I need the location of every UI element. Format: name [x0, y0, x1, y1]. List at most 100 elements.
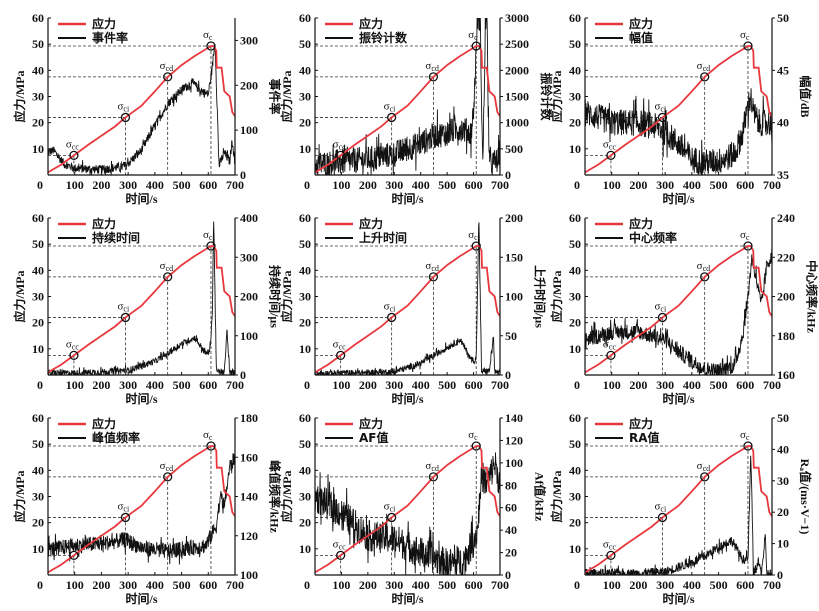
stress-series-line	[315, 445, 500, 574]
y-tick-label: 40	[299, 263, 311, 277]
y-tick-label: 20	[32, 316, 44, 330]
marker-label-ci: σci	[654, 100, 666, 113]
x-tick-label: 600	[199, 578, 217, 592]
ae-series-line	[585, 88, 772, 175]
y2-tick-label: 0	[240, 368, 246, 382]
y-tick-label: 40	[32, 63, 44, 77]
x-tick-label: 400	[683, 578, 701, 592]
x-tick-label: 500	[438, 178, 456, 192]
y2-tick-label: 40	[777, 116, 789, 130]
ae-series-line	[315, 452, 500, 575]
x-tick-label: 700	[491, 378, 509, 392]
marker-label-cc: σcc	[603, 538, 616, 551]
y2-tick-label: 150	[505, 250, 523, 264]
x-tick-label: 700	[763, 578, 781, 592]
legend-stress-label: 应力	[359, 416, 383, 431]
y2-tick-label: 300	[240, 33, 258, 47]
x-tick-label: 500	[173, 178, 191, 192]
marker-circle-cd	[428, 72, 439, 82]
y2-tick-label: 50	[777, 11, 789, 25]
y2-tick-label: 100	[505, 456, 523, 470]
marker-label-ci: σci	[117, 100, 129, 113]
y-tick-label: 10	[299, 542, 311, 556]
marker-label-cd: σcd	[425, 60, 439, 73]
x-tick-label: 500	[710, 578, 728, 592]
y-tick-label: 10	[299, 342, 311, 356]
marker-label-c: σc	[468, 29, 478, 42]
y2-axis-label: 持续时间/μs	[268, 265, 283, 328]
marker-label-c: σc	[203, 429, 213, 442]
y2-tick-label: 0	[505, 168, 511, 182]
marker-circle-cd	[428, 472, 439, 482]
marker-circle-ci	[386, 512, 397, 523]
ae-series-line	[315, 18, 500, 175]
y2-tick-label: 80	[505, 478, 517, 492]
marker-label-ci: σci	[117, 500, 129, 513]
x-tick-label: 200	[92, 578, 110, 592]
marker-label-cd: σcd	[425, 460, 439, 473]
marker-label-c: σc	[740, 29, 750, 42]
y-tick-label: 40	[299, 463, 311, 477]
x-tick-label: 300	[119, 578, 137, 592]
x-tick-label: 0	[37, 378, 43, 392]
y2-tick-label: 50	[505, 329, 517, 343]
y2-tick-label: 3000	[505, 11, 529, 25]
x-tick-label: 500	[173, 378, 191, 392]
y2-tick-label: 100	[505, 290, 523, 304]
y2-tick-label: 0	[777, 568, 783, 582]
marker-label-cc: σcc	[333, 138, 346, 151]
x-tick-label: 500	[710, 378, 728, 392]
y-tick-label: 50	[299, 237, 311, 251]
y2-axis-label: Af值/kHz	[533, 472, 548, 522]
x-tick-label: 400	[146, 378, 164, 392]
y2-axis-label: 事件率	[268, 78, 283, 114]
legend-ae-label: 幅值	[629, 30, 653, 45]
y2-tick-label: 1500	[505, 90, 529, 104]
x-tick-label: 100	[66, 378, 84, 392]
y2-axis-label: 振铃计数	[539, 72, 554, 121]
marker-circle-c	[206, 441, 216, 451]
y-tick-label: 50	[32, 37, 44, 51]
x-tick-label: 200	[629, 578, 647, 592]
y-tick-label: 60	[299, 211, 311, 225]
stress-series-line	[315, 245, 500, 374]
x-tick-label: 100	[603, 578, 621, 592]
y2-tick-label: 200	[240, 78, 258, 92]
y2-tick-label: 120	[240, 529, 258, 543]
y2-tick-label: 40	[777, 442, 789, 456]
stress-series-line	[48, 445, 235, 574]
y-axis-label: 应力/MPa	[12, 71, 27, 123]
y2-tick-label: 1000	[505, 116, 529, 130]
x-tick-label: 200	[92, 178, 110, 192]
marker-label-cc: σcc	[603, 138, 616, 151]
y-tick-label: 20	[299, 116, 311, 130]
marker-circle-cc	[335, 550, 346, 561]
x-tick-label: 600	[199, 378, 217, 392]
y-tick-label: 40	[569, 63, 581, 77]
x-tick-label: 600	[736, 378, 754, 392]
y-tick-label: 40	[569, 263, 581, 277]
y2-tick-label: 100	[240, 329, 258, 343]
x-tick-label: 200	[359, 178, 377, 192]
y2-axis-label: 峰值频率/kHz	[268, 460, 283, 533]
x-tick-label: 100	[66, 578, 84, 592]
marker-circle-cc	[606, 350, 616, 361]
y-tick-label: 40	[299, 63, 311, 77]
y2-tick-label: 0	[240, 168, 246, 182]
y2-tick-label: 200	[505, 211, 523, 225]
marker-label-cc: σcc	[66, 538, 79, 551]
x-tick-label: 200	[92, 378, 110, 392]
legend-ae-label: 事件率	[92, 30, 128, 45]
y-tick-label: 40	[32, 263, 44, 277]
y-tick-label: 50	[569, 37, 581, 51]
y2-tick-label: 2000	[505, 63, 529, 77]
legend-ae-label: 持续时间	[92, 230, 140, 245]
x-axis-label: 时间/s	[391, 191, 423, 206]
y-tick-label: 50	[569, 437, 581, 451]
x-axis-label: 时间/s	[391, 391, 423, 406]
y2-tick-label: 60	[505, 501, 517, 515]
y-tick-label: 60	[299, 11, 311, 25]
y-tick-label: 10	[569, 142, 581, 156]
y-tick-label: 30	[32, 290, 44, 304]
y-tick-label: 30	[569, 490, 581, 504]
